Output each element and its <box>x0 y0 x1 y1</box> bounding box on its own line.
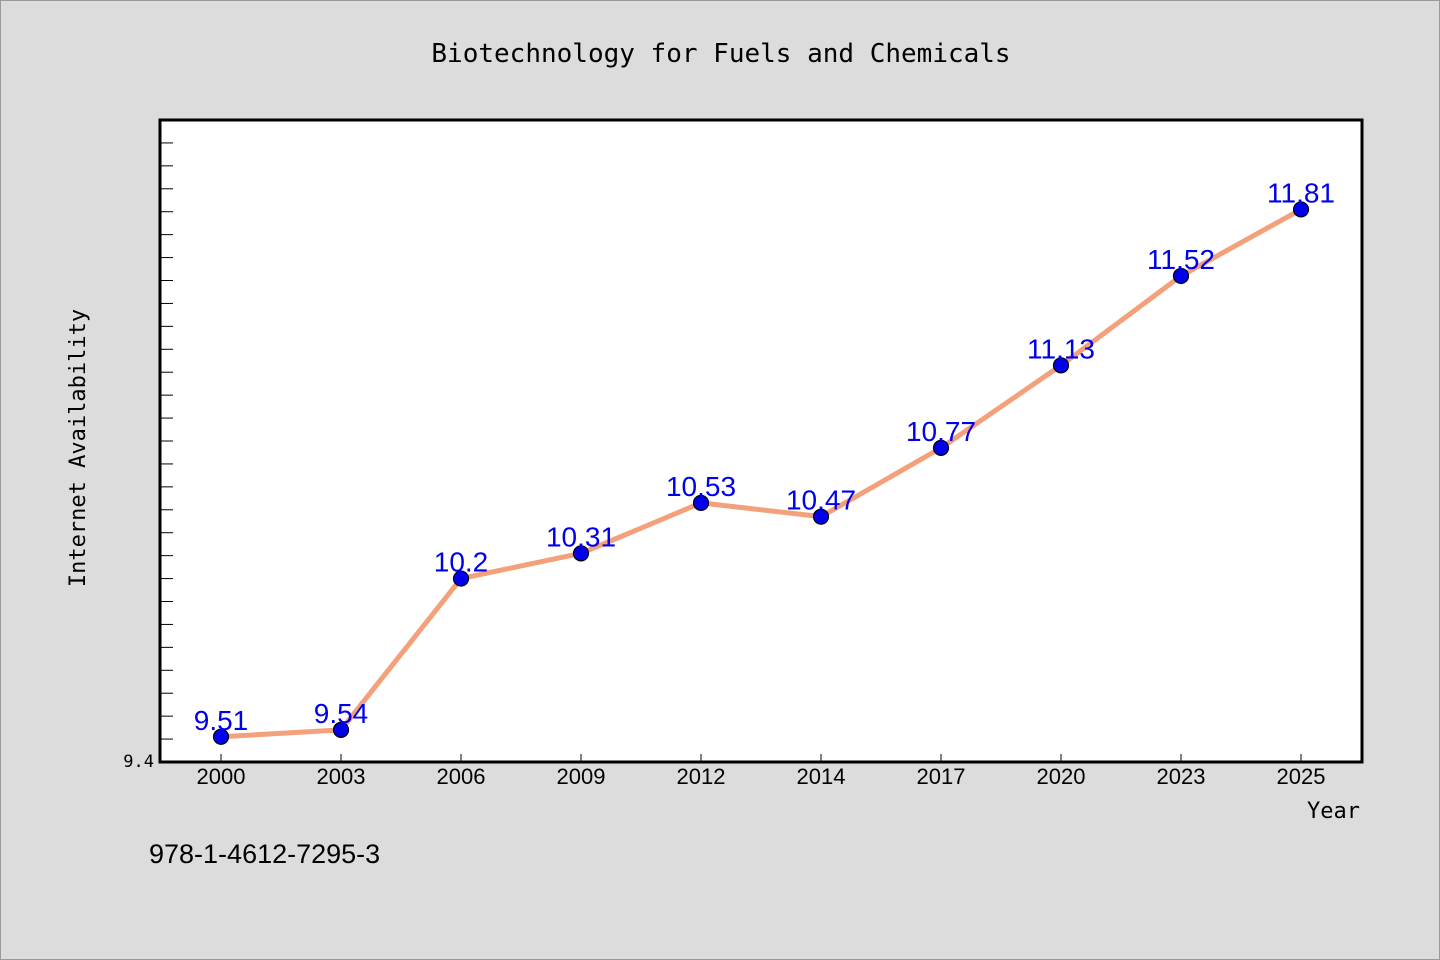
x-tick-label: 2000 <box>197 764 246 789</box>
x-tick-label: 2003 <box>317 764 366 789</box>
data-label: 11.52 <box>1147 244 1215 275</box>
data-label: 9.51 <box>194 705 249 736</box>
data-label: 10.47 <box>786 485 856 516</box>
x-tick-label: 2017 <box>917 764 966 789</box>
series-layer <box>212 201 1310 745</box>
footnote-isbn: 978-1-4612-7295-3 <box>149 839 380 869</box>
y-axis-label: Internet Availability <box>66 309 91 587</box>
series-line <box>218 206 1304 740</box>
x-axis-label: Year <box>1307 799 1360 824</box>
data-point <box>932 439 950 456</box>
y-axis-ticks <box>160 142 173 763</box>
data-point <box>1052 357 1070 374</box>
x-tick-label: 2020 <box>1037 764 1086 789</box>
data-point <box>812 508 830 525</box>
chart-title: Biotechnology for Fuels and Chemicals <box>431 39 1010 69</box>
x-tick-label: 2023 <box>1157 764 1206 789</box>
y-tick-label: 9.4 <box>123 752 154 772</box>
data-label: 10.53 <box>666 471 736 502</box>
data-point <box>572 545 590 562</box>
x-tick-label: 2012 <box>677 764 726 789</box>
data-label: 10.77 <box>906 416 976 447</box>
x-tick-label: 2025 <box>1277 764 1326 789</box>
data-label: 10.2 <box>434 547 489 578</box>
data-point <box>1172 267 1190 285</box>
data-labels: 9.51 9.54 10.2 10.31 10.53 10.47 10.77 11.13 11.… <box>194 177 1335 735</box>
plot-area <box>158 118 1364 764</box>
x-tick-label: 2009 <box>557 764 606 789</box>
data-point <box>212 728 230 745</box>
data-label: 10.31 <box>546 521 616 552</box>
data-point <box>692 494 710 512</box>
x-tick-label: 2014 <box>797 764 846 789</box>
data-point <box>332 721 350 739</box>
data-label: 11.81 <box>1267 177 1335 208</box>
x-tick-label: 2006 <box>437 764 486 789</box>
data-label: 11.13 <box>1027 333 1095 364</box>
x-axis: 2000 2003 2006 2009 2012 2014 2017 2020 2023 2025 <box>197 754 1326 789</box>
data-point <box>1292 201 1310 218</box>
data-point <box>452 570 470 587</box>
data-label: 9.54 <box>314 698 369 729</box>
